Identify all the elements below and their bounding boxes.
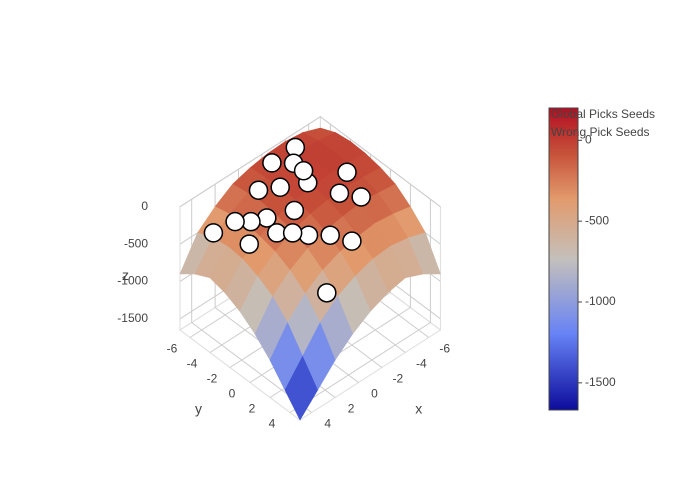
grid-line [179, 116, 441, 208]
colorbar-tick-label: -1000 [585, 294, 616, 308]
seed-point [239, 234, 259, 254]
colorbar-tick-label: -1500 [585, 375, 616, 389]
seed-point [270, 177, 290, 197]
z-tick-label: -1500 [117, 311, 148, 325]
legend-label: Wrong Pick Seeds [551, 125, 650, 139]
z-tick-label: -1000 [117, 274, 148, 288]
x-tick-label: 2 [348, 402, 355, 416]
legend-label: Global Picks Seeds [551, 107, 655, 121]
y-tick-label: -4 [187, 357, 198, 371]
y-tick-label: 2 [249, 402, 256, 416]
seed-point [298, 225, 319, 245]
seed-point [284, 200, 305, 221]
colorbar [548, 107, 579, 411]
y-tick-label: -2 [207, 372, 218, 386]
axis-title: x [415, 401, 422, 417]
seed-point [317, 283, 337, 303]
seed-point [337, 162, 357, 182]
seed-point [342, 231, 362, 251]
x-tick-label: 0 [371, 387, 378, 401]
x-tick-label: 4 [324, 417, 331, 431]
x-tick-label: -2 [393, 372, 404, 386]
axis-title: y [195, 401, 202, 417]
seed-point [248, 180, 269, 200]
seed-point [329, 183, 350, 203]
seed-point [351, 187, 371, 207]
grid-line [289, 199, 431, 413]
colorbar-tick-label: -500 [585, 213, 609, 227]
x-tick-label: -6 [439, 342, 450, 356]
seed-point [320, 225, 340, 245]
grid-line [191, 199, 313, 413]
y-tick-label: -6 [167, 342, 178, 356]
x-tick-label: -4 [416, 357, 427, 371]
axis-title: z [122, 267, 129, 283]
seed-point [225, 211, 245, 232]
z-tick-label: -500 [124, 236, 148, 250]
surface-patch [284, 355, 318, 421]
seed-point [282, 223, 303, 243]
y-tick-label: 0 [229, 387, 236, 401]
seed-point [293, 160, 314, 181]
colorbar-tick-label: 0 [585, 133, 592, 147]
seed-point [262, 153, 282, 173]
seed-point [203, 223, 224, 243]
z-tick-label: 0 [141, 199, 148, 213]
y-tick-label: 4 [269, 417, 276, 431]
